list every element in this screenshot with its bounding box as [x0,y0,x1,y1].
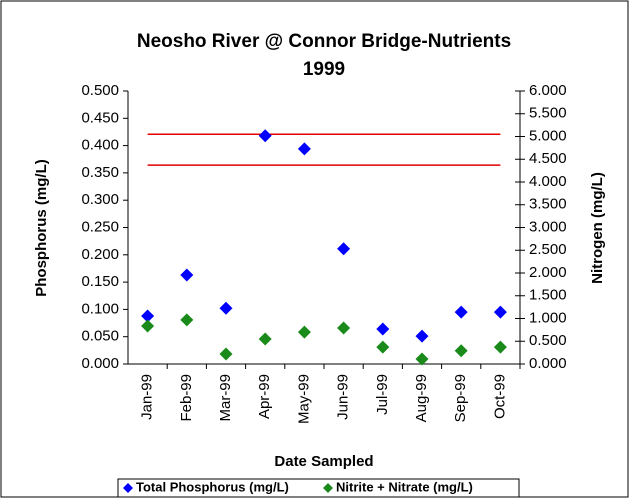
y-tick-label: 0.100 [81,300,119,317]
point [454,305,468,319]
legend-label: Nitrite + Nitrate (mg/L) [336,479,473,494]
chart-title: Neosho River @ Connor Bridge-Nutrients [137,31,511,52]
y2-tick-label: 5.000 [529,127,567,144]
point [180,313,194,327]
point [219,301,233,315]
point [258,129,272,143]
x-tick-label: Jul-99 [374,374,391,415]
x-tick-label: Feb-99 [178,374,195,422]
y-axis-label: Phosphorus (mg/L) [33,159,50,297]
legend-label: Total Phosphorus (mg/L) [136,479,289,494]
y-tick-label: 0.450 [81,109,119,126]
y-tick-label: 0.000 [81,355,119,372]
x-tick-label: Aug-99 [413,374,430,422]
point [258,332,272,346]
legend-marker [123,483,133,493]
point [493,305,507,319]
point [376,340,390,354]
chart-subtitle: 1999 [303,59,345,80]
y-tick-label: 0.200 [81,246,119,263]
point [141,319,155,333]
legend-box [117,478,520,498]
x-tick-label: Jan-99 [139,374,156,420]
point [376,322,390,336]
point [180,268,194,282]
point [454,344,468,358]
y-tick-label: 0.500 [81,82,119,99]
y-tick-label: 0.400 [81,137,119,154]
point [219,347,233,361]
point [493,340,507,354]
y2-tick-label: 1.000 [529,309,567,326]
x-tick-label: Oct-99 [491,374,508,419]
y-tick-label: 0.250 [81,218,119,235]
x-axis-label: Date Sampled [274,453,373,470]
y2-tick-label: 0.000 [529,355,567,372]
y2-axis-label: Nitrogen (mg/L) [589,172,606,284]
x-tick-label: Jun-99 [335,374,352,420]
point [337,321,351,335]
y2-tick-label: 6.000 [529,82,567,99]
y-tick-label: 0.150 [81,273,119,290]
y-tick-label: 0.300 [81,191,119,208]
y2-tick-label: 4.500 [529,150,567,167]
x-tick-label: Sep-99 [452,374,469,422]
y-tick-label: 0.350 [81,164,119,181]
point [415,329,429,343]
x-tick-label: May-99 [295,374,312,424]
y2-tick-label: 3.000 [529,218,567,235]
point [297,325,311,339]
point [297,142,311,156]
x-tick-label: Apr-99 [256,374,273,419]
point [337,242,351,256]
y-tick-label: 0.050 [81,328,119,345]
y2-tick-label: 1.500 [529,287,567,304]
y2-tick-label: 2.000 [529,264,567,281]
y2-tick-label: 0.500 [529,332,567,349]
point [415,352,429,366]
y2-tick-label: 3.500 [529,196,567,213]
y2-tick-label: 2.500 [529,241,567,258]
legend-marker [323,483,333,493]
x-tick-label: Mar-99 [217,374,234,422]
y2-tick-label: 5.500 [529,105,567,122]
point [141,309,155,323]
y2-tick-label: 4.000 [529,173,567,190]
